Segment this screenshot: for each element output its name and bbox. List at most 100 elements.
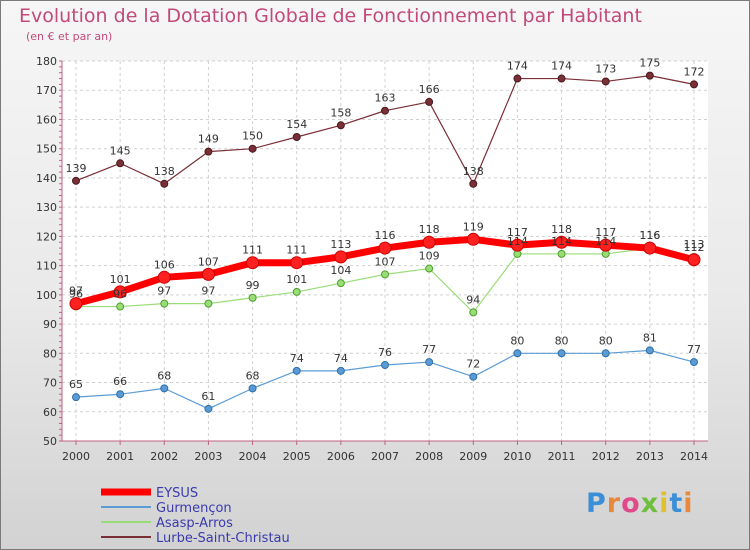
- x-tick-label: 2005: [283, 450, 311, 463]
- x-tick-label: 2002: [150, 450, 178, 463]
- data-label: 61: [201, 390, 215, 403]
- legend-label: EYSUS: [156, 486, 198, 501]
- data-point: [116, 302, 125, 311]
- series-eysus: [69, 232, 701, 311]
- data-point: [381, 361, 389, 369]
- data-label: 96: [69, 288, 83, 301]
- data-point: [292, 366, 301, 375]
- data-label: 118: [551, 223, 572, 236]
- data-point: [599, 238, 613, 252]
- data-label: 97: [157, 285, 171, 298]
- data-label: 68: [246, 369, 260, 382]
- data-label: 104: [330, 264, 351, 277]
- data-label: 109: [419, 250, 440, 263]
- data-label: 80: [599, 334, 613, 347]
- x-tick-label: 2006: [327, 450, 355, 463]
- data-point: [72, 393, 80, 402]
- data-point: [557, 349, 566, 358]
- data-label: 172: [684, 65, 705, 78]
- y-tick-label: 80: [43, 347, 57, 360]
- data-point: [601, 77, 610, 86]
- data-point: [469, 372, 478, 381]
- data-label: 117: [507, 226, 528, 239]
- data-point: [555, 235, 569, 249]
- data-label: 145: [110, 144, 131, 157]
- y-tick-label: 90: [43, 318, 57, 331]
- data-label: 101: [286, 273, 307, 286]
- data-point: [290, 256, 304, 270]
- x-tick-label: 2009: [459, 450, 487, 463]
- y-tick-label: 130: [36, 201, 57, 214]
- data-label: 116: [639, 229, 660, 242]
- data-point: [336, 279, 345, 288]
- data-label: 166: [419, 83, 440, 96]
- data-label: 139: [66, 162, 87, 175]
- data-label: 119: [463, 220, 484, 233]
- data-label: 107: [198, 255, 219, 268]
- legend-item: Gurmençon: [101, 501, 232, 516]
- data-label: 116: [639, 229, 660, 242]
- data-label: 150: [242, 130, 263, 143]
- data-point: [645, 71, 654, 80]
- data-label: 175: [639, 57, 660, 70]
- x-tick-label: 2013: [636, 450, 664, 463]
- data-point: [292, 287, 301, 296]
- data-point: [160, 299, 169, 308]
- y-tick-label: 50: [43, 435, 57, 448]
- data-point: [248, 384, 257, 393]
- logo-letter: P: [586, 488, 607, 519]
- data-point: [378, 241, 392, 255]
- data-label: 99: [246, 279, 260, 292]
- logo-letter: o: [621, 488, 641, 519]
- series-gurmen-on: [72, 346, 698, 413]
- data-point: [601, 349, 610, 358]
- data-point: [643, 241, 657, 255]
- y-tick-label: 110: [36, 260, 57, 273]
- data-point: [425, 358, 434, 367]
- data-label: 66: [113, 375, 127, 388]
- data-point: [72, 176, 80, 185]
- legend-label: Asasp-Arros: [156, 516, 233, 531]
- y-tick-label: 100: [36, 289, 57, 302]
- legend-item: Lurbe-Saint-Christau: [101, 531, 290, 546]
- data-point: [248, 293, 257, 302]
- data-label: 138: [463, 165, 484, 178]
- x-tick-label: 2000: [62, 450, 90, 463]
- data-point: [422, 235, 436, 249]
- chart-subtitle: (en € et par an): [26, 30, 113, 43]
- data-label: 116: [375, 229, 396, 242]
- data-label: 97: [69, 285, 83, 298]
- data-label: 101: [110, 273, 131, 286]
- data-point: [157, 270, 171, 284]
- data-point: [557, 74, 566, 83]
- data-point: [469, 308, 478, 317]
- data-point: [292, 133, 301, 141]
- data-point: [690, 80, 698, 89]
- data-label: 94: [466, 293, 480, 306]
- proxiti-logo: Proxiti: [586, 488, 694, 519]
- data-label: 72: [466, 358, 480, 371]
- legend-item: EYSUS: [101, 486, 198, 501]
- data-point: [381, 270, 389, 279]
- data-point: [690, 358, 698, 367]
- data-label: 149: [198, 133, 219, 146]
- data-point: [510, 238, 524, 252]
- x-tick-label: 2011: [548, 450, 576, 463]
- data-point: [116, 159, 125, 168]
- data-point: [513, 74, 522, 83]
- data-point: [204, 147, 213, 156]
- chart-title: Evolution de la Dotation Globale de Fonc…: [19, 5, 642, 27]
- data-point: [116, 390, 125, 399]
- data-label: 74: [290, 352, 304, 365]
- data-label: 80: [555, 334, 569, 347]
- data-point: [425, 97, 434, 106]
- data-label: 158: [330, 106, 351, 119]
- legend-label: Lurbe-Saint-Christau: [156, 531, 290, 546]
- data-label: 163: [375, 92, 396, 105]
- data-point: [557, 249, 566, 258]
- data-label: 97: [201, 285, 215, 298]
- data-label: 154: [286, 118, 307, 131]
- data-point: [687, 253, 701, 267]
- data-point: [513, 349, 522, 358]
